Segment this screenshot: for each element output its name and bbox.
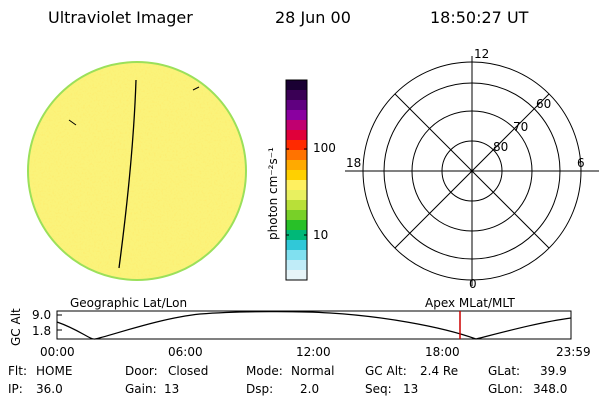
status-mode-label: Mode: bbox=[246, 364, 283, 378]
mlt-label-12: 12 bbox=[474, 47, 490, 61]
colorbar-segment bbox=[286, 260, 307, 271]
colorbar-segment bbox=[286, 80, 307, 91]
status-dsp-value: 2.0 bbox=[300, 382, 320, 396]
status-flt-label: Flt: bbox=[8, 364, 27, 378]
status-glat-label: GLat: bbox=[488, 364, 521, 378]
colorbar-border bbox=[285, 79, 308, 281]
colorbar-segment bbox=[286, 190, 307, 201]
status-mode-value: Normal bbox=[291, 364, 335, 378]
orbit-xtick-1800: 18:00 bbox=[425, 345, 460, 359]
status-ip-value: 36.0 bbox=[36, 382, 63, 396]
colorbar bbox=[285, 79, 308, 281]
colorbar-segment bbox=[286, 120, 307, 131]
colorbar-segment bbox=[286, 160, 307, 171]
colorbar-segment bbox=[286, 200, 307, 211]
orbit-xtick-0600: 06:00 bbox=[168, 345, 203, 359]
orbit-left-title: Geographic Lat/Lon bbox=[70, 296, 188, 310]
orbit-ytick-bottom: 1.8 bbox=[32, 324, 52, 338]
mlat-label-70: 70 bbox=[513, 120, 529, 134]
mlt-label-6: 6 bbox=[577, 156, 585, 170]
polar-grid bbox=[345, 56, 599, 286]
status-gcalt-label: GC Alt: bbox=[365, 364, 407, 378]
status-gcalt-value: 2.4 Re bbox=[420, 364, 459, 378]
status-seq-label: Seq: bbox=[365, 382, 392, 396]
colorbar-segment bbox=[286, 220, 307, 231]
status-ip-label: IP: bbox=[8, 382, 23, 396]
orbit-xtick-1200: 12:00 bbox=[296, 345, 331, 359]
orbit-ylabel: GC Alt bbox=[9, 308, 23, 346]
date-label: 28 Jun 00 bbox=[275, 8, 351, 27]
mlt-label-18: 18 bbox=[346, 156, 362, 170]
colorbar-segment bbox=[286, 130, 307, 141]
status-door-label: Door: bbox=[125, 364, 158, 378]
status-glon-label: GLon: bbox=[488, 382, 523, 396]
colorbar-segment bbox=[286, 170, 307, 181]
colorbar-unit-label: photon cm⁻²s⁻¹ bbox=[266, 147, 280, 240]
status-gain-label: Gain: bbox=[125, 382, 157, 396]
colorbar-tick-10: 10 bbox=[313, 228, 329, 242]
status-door-value: Closed bbox=[168, 364, 209, 378]
colorbar-segment bbox=[286, 110, 307, 121]
time-label: 18:50:27 UT bbox=[430, 8, 529, 27]
status-glon-value: 348.0 bbox=[533, 382, 568, 396]
orbit-xtick-2359: 23:59 bbox=[556, 345, 591, 359]
colorbar-segment bbox=[286, 250, 307, 261]
orbit-plot bbox=[56, 310, 572, 340]
altitude-curve bbox=[56, 311, 572, 340]
colorbar-segment bbox=[286, 150, 307, 161]
colorbar-ticks bbox=[286, 148, 307, 236]
colorbar-tick-100: 100 bbox=[313, 141, 336, 155]
colorbar-segment bbox=[286, 270, 307, 281]
orbit-right-title: Apex MLat/MLT bbox=[425, 296, 515, 310]
orbit-ytick-top: 9.0 bbox=[32, 308, 52, 322]
status-seq-value: 13 bbox=[403, 382, 419, 396]
status-dsp-label: Dsp: bbox=[246, 382, 274, 396]
colorbar-segment bbox=[286, 100, 307, 111]
mlat-label-80: 80 bbox=[493, 140, 509, 154]
colorbar-segment bbox=[286, 210, 307, 221]
colorbar-segment bbox=[286, 140, 307, 151]
colorbar-segment bbox=[286, 90, 307, 101]
orbit-xtick-0000: 00:00 bbox=[40, 345, 75, 359]
mlat-label-60: 60 bbox=[536, 97, 552, 111]
colorbar-segment bbox=[286, 240, 307, 251]
colorbar-segment bbox=[286, 180, 307, 191]
status-glat-value: 39.9 bbox=[540, 364, 567, 378]
status-gain-value: 13 bbox=[164, 382, 180, 396]
status-flt-value: HOME bbox=[36, 364, 73, 378]
colorbar-segment bbox=[286, 230, 307, 241]
uvi-earth-image bbox=[27, 61, 247, 281]
mlt-label-0: 0 bbox=[469, 277, 477, 291]
instrument-title: Ultraviolet Imager bbox=[48, 8, 193, 27]
